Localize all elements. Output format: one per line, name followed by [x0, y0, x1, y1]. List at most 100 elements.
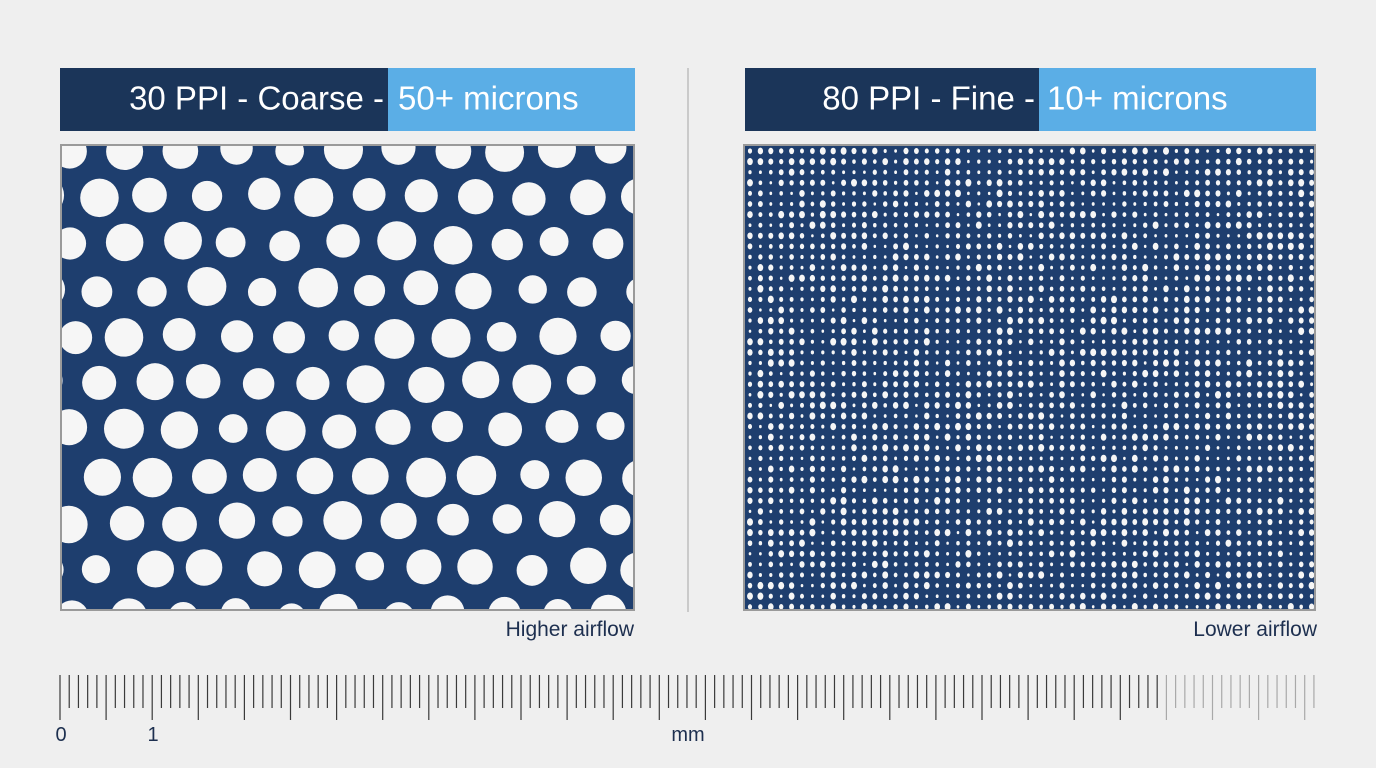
pore — [799, 381, 805, 388]
pore — [1153, 318, 1158, 324]
pore — [976, 487, 982, 494]
pore — [1050, 149, 1053, 153]
pore — [1028, 434, 1033, 440]
pore — [1112, 148, 1116, 154]
pore — [913, 497, 919, 504]
pore — [1017, 571, 1023, 579]
pore — [956, 509, 960, 514]
pore — [944, 603, 951, 609]
header-light — [388, 68, 635, 131]
pore — [924, 508, 930, 515]
pore — [883, 360, 887, 366]
pore — [1226, 349, 1231, 356]
pore — [272, 506, 303, 537]
pore — [1080, 179, 1086, 186]
pore — [769, 181, 773, 185]
pore — [1017, 200, 1023, 208]
pore — [1090, 190, 1096, 197]
pore — [779, 540, 784, 546]
pore — [975, 444, 982, 452]
pore — [1256, 232, 1263, 240]
pore — [1205, 604, 1210, 609]
pore — [1277, 550, 1284, 558]
pore — [1183, 295, 1190, 303]
pore — [1143, 180, 1148, 186]
pore — [1102, 382, 1106, 387]
pore — [1288, 572, 1293, 578]
pore — [893, 349, 898, 356]
pore — [1204, 168, 1211, 176]
pore — [934, 148, 940, 154]
pore — [1069, 147, 1076, 155]
pore — [956, 318, 960, 323]
pore — [1153, 518, 1159, 526]
pore — [945, 211, 950, 218]
pore — [457, 549, 493, 585]
pore — [768, 286, 773, 292]
pore — [830, 338, 837, 346]
pore — [1018, 551, 1023, 557]
pore — [1112, 371, 1116, 376]
pore — [789, 572, 794, 578]
pore — [1247, 508, 1252, 515]
panel-title: 80 PPI - Fine - — [822, 80, 1035, 117]
pore — [1090, 455, 1096, 462]
pore — [1008, 488, 1012, 493]
pore — [1081, 255, 1085, 259]
pore — [945, 466, 950, 472]
pore — [779, 392, 783, 397]
pore — [862, 466, 867, 472]
pore — [1268, 222, 1272, 228]
pore — [789, 509, 794, 514]
pore — [1132, 158, 1137, 165]
pore — [759, 244, 762, 249]
pore — [841, 286, 846, 292]
pore — [1226, 360, 1231, 366]
pore — [1164, 223, 1168, 228]
pore — [539, 227, 569, 256]
pore — [1236, 295, 1242, 303]
pore — [1007, 316, 1013, 325]
pore — [872, 190, 878, 197]
pore — [1038, 189, 1044, 197]
pore — [800, 520, 804, 524]
pore — [1268, 424, 1272, 429]
pore — [934, 422, 941, 431]
pore — [1215, 381, 1221, 387]
pore — [1122, 191, 1127, 196]
pore — [1288, 412, 1294, 420]
pore — [998, 223, 1002, 228]
pore — [1288, 583, 1293, 589]
pore — [1184, 423, 1189, 430]
pore — [1081, 477, 1085, 482]
pore — [1142, 317, 1148, 324]
pore — [1153, 297, 1158, 302]
pore — [861, 603, 868, 609]
pore — [830, 222, 836, 229]
pore — [934, 381, 940, 388]
pore — [328, 320, 359, 351]
pore — [862, 435, 867, 440]
pore — [955, 475, 961, 484]
pore — [1163, 433, 1169, 441]
pore — [1050, 382, 1054, 387]
pore — [997, 370, 1002, 377]
pore — [1226, 158, 1231, 165]
pore — [996, 179, 1003, 187]
pore — [831, 445, 835, 451]
pore — [965, 603, 971, 609]
pore — [799, 338, 805, 346]
pore — [1121, 306, 1128, 314]
pore — [1246, 359, 1253, 367]
pore — [1050, 265, 1054, 270]
pore — [1226, 520, 1230, 524]
pore — [986, 211, 992, 218]
pore — [862, 191, 866, 196]
pore — [923, 444, 930, 452]
pore — [221, 598, 250, 609]
pore — [841, 572, 846, 578]
pore — [1164, 276, 1168, 280]
pore — [1038, 571, 1045, 579]
pore — [758, 604, 763, 609]
pore — [1174, 382, 1179, 387]
